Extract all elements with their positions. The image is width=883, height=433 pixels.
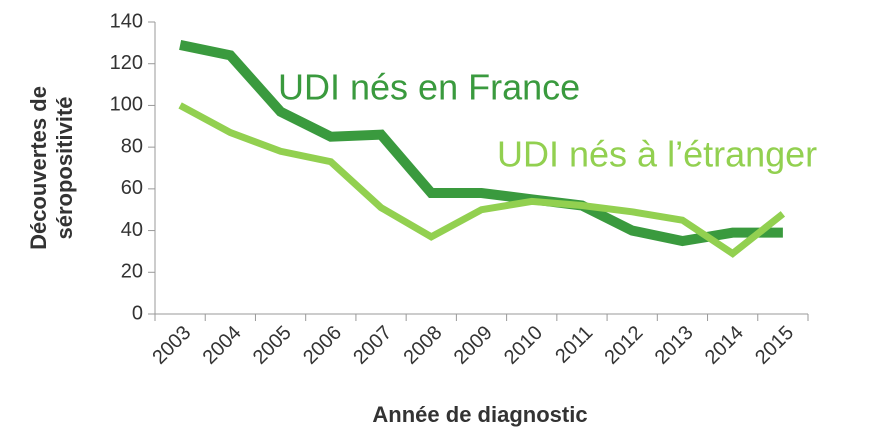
y-tick-label: 120 [110, 52, 143, 74]
x-axis-title: Année de diagnostic [372, 402, 587, 427]
x-tick-label: 2009 [450, 322, 497, 369]
x-tick-label: 2005 [249, 322, 296, 369]
x-tick-label: 2008 [400, 322, 447, 369]
y-tick-label: 60 [121, 177, 143, 199]
x-tick-label: 2014 [701, 322, 748, 369]
x-tick-label: 2007 [349, 322, 396, 369]
y-tick-label: 140 [110, 10, 143, 32]
series-label: UDI nés à l’étranger [497, 134, 817, 175]
x-tick-label: 2010 [500, 322, 547, 369]
y-tick-label: 100 [110, 94, 143, 116]
x-tick-label: 2003 [148, 322, 195, 369]
series-label: UDI nés en France [278, 67, 580, 108]
x-tick-label: 2012 [600, 322, 647, 369]
x-tick-label: 2015 [751, 322, 798, 369]
y-tick-label: 20 [121, 261, 143, 283]
x-tick-label: 2013 [651, 322, 698, 369]
y-axis-title: séropositivité [52, 96, 77, 239]
x-tick-label: 2011 [551, 322, 597, 368]
x-tick-label: 2006 [299, 322, 346, 369]
y-tick-label: 0 [132, 302, 143, 324]
series-line [179, 40, 783, 247]
y-axis-title: Découvertes de [26, 86, 51, 250]
y-tick-label: 40 [121, 219, 143, 241]
y-tick-label: 80 [121, 135, 143, 157]
series-line [178, 102, 786, 258]
x-tick-label: 2004 [199, 322, 246, 369]
